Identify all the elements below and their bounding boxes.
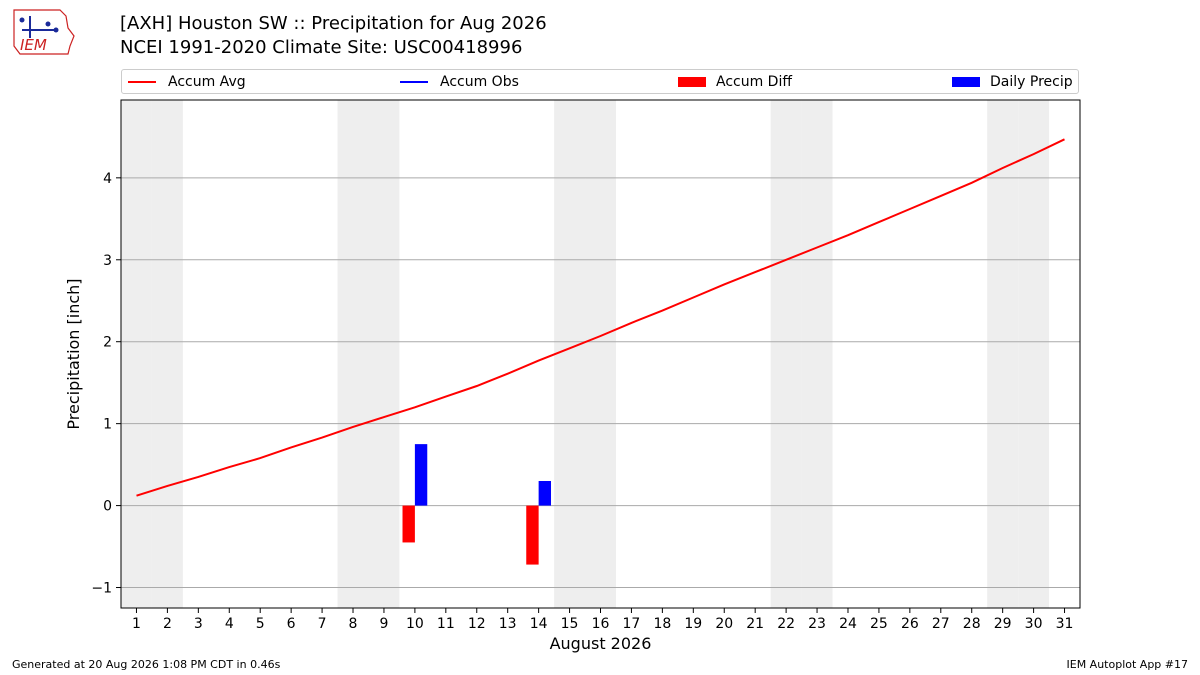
accum-avg-line (136, 138, 1065, 497)
legend-swatch-daily (952, 77, 980, 87)
weekend-band-22 (770, 100, 802, 608)
tick-label-x: 23 (808, 616, 826, 632)
tick-label-x: 31 (1056, 616, 1074, 632)
tick-label-x: 2 (163, 616, 172, 632)
tick-label-x: 11 (437, 616, 455, 632)
tick-label-x: 30 (1025, 616, 1043, 632)
legend-item-accum-obs: Accum Obs (400, 73, 519, 91)
chart-title: [AXH] Houston SW :: Precipitation for Au… (120, 13, 547, 34)
tick-label-x: 13 (499, 616, 517, 632)
tick-label-x: 8 (349, 616, 358, 632)
tick-label-x: 14 (530, 616, 548, 632)
tick-label-x: 5 (256, 616, 265, 632)
tick-label-y: 4 (103, 171, 112, 187)
tick-label-x: 19 (684, 616, 702, 632)
weekend-band-30 (1018, 100, 1050, 608)
tick-label-x: 10 (406, 616, 424, 632)
tick-label-x: 9 (379, 616, 388, 632)
tick-label-x: 12 (468, 616, 486, 632)
chart-subtitle: NCEI 1991-2020 Climate Site: USC00418996 (120, 37, 523, 58)
legend-swatch-avg (128, 81, 156, 83)
weekend-band-8 (337, 100, 369, 608)
weekend-band-16 (585, 100, 616, 608)
tick-label-x: 1 (132, 616, 141, 632)
tick-label-x: 27 (932, 616, 950, 632)
tick-label-x: 29 (994, 616, 1012, 632)
legend-item-accum-diff: Accum Diff (678, 73, 792, 91)
tick-label-x: 24 (839, 616, 857, 632)
weekend-band-15 (554, 100, 586, 608)
tick-label-x: 3 (194, 616, 203, 632)
weekend-band-29 (987, 100, 1019, 608)
tick-label-x: 7 (318, 616, 327, 632)
accum-diff-bar (402, 505, 415, 543)
tick-label-y: 0 (103, 499, 112, 515)
tick-label-x: 22 (777, 616, 795, 632)
tick-label-x: 16 (592, 616, 610, 632)
tick-label-y: −1 (91, 581, 112, 597)
tick-label-x: 28 (963, 616, 981, 632)
tick-label-x: 6 (287, 616, 296, 632)
weekend-band-9 (368, 100, 400, 608)
legend: Accum Avg Accum Obs Accum Diff Daily Pre… (121, 69, 1079, 94)
generated-note: Generated at 20 Aug 2026 1:08 PM CDT in … (12, 658, 281, 671)
legend-label-accum-obs: Accum Obs (440, 74, 519, 90)
tick-label-x: 20 (715, 616, 733, 632)
weekend-band-1 (121, 100, 152, 608)
tick-label-y: 3 (103, 253, 112, 269)
iem-logo: IEM (13, 9, 75, 55)
x-axis-label: August 2026 (550, 634, 652, 653)
legend-item-accum-avg: Accum Avg (128, 73, 246, 91)
tick-label-y: 2 (103, 335, 112, 351)
legend-swatch-diff (678, 77, 706, 87)
legend-swatch-obs (400, 81, 428, 83)
legend-item-daily-precip: Daily Precip (952, 73, 1073, 91)
tick-label-x: 17 (623, 616, 641, 632)
tick-label-x: 21 (746, 616, 764, 632)
weekend-band-23 (801, 100, 833, 608)
tick-label-x: 25 (870, 616, 888, 632)
daily-precip-bar (538, 481, 552, 506)
tick-label-x: 4 (225, 616, 234, 632)
legend-label-accum-avg: Accum Avg (168, 74, 246, 90)
app-note: IEM Autoplot App #17 (1066, 658, 1189, 671)
weekend-band-2 (151, 100, 183, 608)
legend-label-daily-precip: Daily Precip (990, 74, 1073, 90)
tick-label-x: 18 (653, 616, 671, 632)
logo-text: IEM (20, 36, 47, 54)
tick-label-x: 15 (561, 616, 579, 632)
y-axis-label: Precipitation [inch] (64, 278, 83, 429)
legend-label-accum-diff: Accum Diff (716, 74, 793, 90)
accum-diff-bar (526, 505, 539, 565)
tick-label-y: 1 (103, 417, 112, 433)
tick-label-x: 26 (901, 616, 919, 632)
daily-precip-bar (414, 444, 428, 506)
